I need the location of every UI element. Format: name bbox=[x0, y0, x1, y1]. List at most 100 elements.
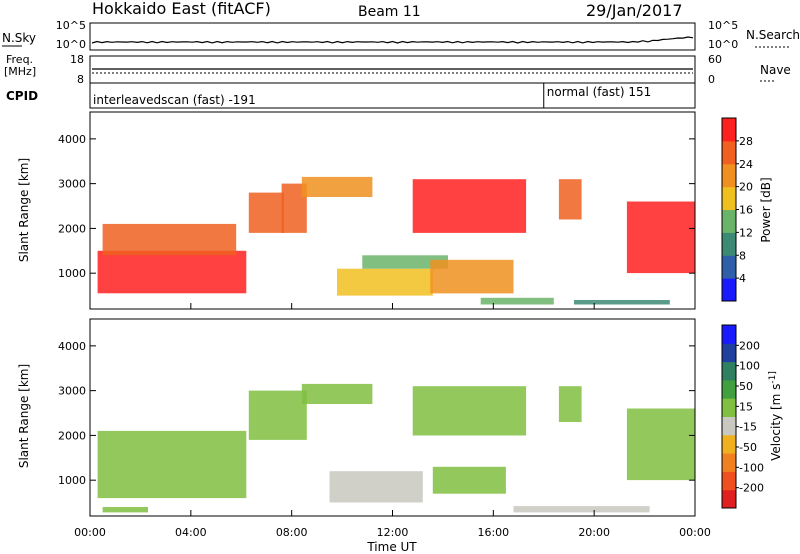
power-colorbar-segment bbox=[722, 209, 736, 233]
velocity-region-6 bbox=[432, 466, 506, 494]
noise-sky-label: N.Sky bbox=[2, 31, 36, 45]
noise-panel: N.Sky 10^5 10^0 10^5 10^0 N.Search bbox=[2, 19, 800, 51]
power-colorbar-tick: 24 bbox=[739, 158, 753, 171]
time-x-axis: 00:00 04:00 08:00 12:00 16:00 20:00 00:00 bbox=[74, 303, 711, 539]
power-ytick-label: 1000 bbox=[58, 267, 86, 280]
power-colorbar-segment bbox=[722, 118, 736, 142]
velocity-panel: 1000 2000 3000 4000 Slant Range [km] 200 100… bbox=[17, 303, 783, 554]
velocity-ytick-label: 3000 bbox=[58, 385, 86, 398]
velocity-ytick-label: 1000 bbox=[58, 474, 86, 487]
power-region-8 bbox=[412, 179, 527, 233]
power-colorbar-segment bbox=[722, 163, 736, 188]
power-region-1 bbox=[97, 250, 247, 294]
velocity-y-axis-label: Slant Range [km] bbox=[17, 364, 31, 468]
power-region-5 bbox=[301, 176, 373, 197]
plot-title: Hokkaido East (fitACF) bbox=[92, 0, 271, 18]
power-colorbar-segment bbox=[722, 255, 736, 279]
velocity-colorbar-tick: 50 bbox=[739, 380, 753, 393]
x-tick-label: 08:00 bbox=[276, 526, 308, 539]
power-colorbar-segment bbox=[722, 186, 736, 210]
velocity-colorbar-segment bbox=[722, 489, 736, 509]
velocity-colorbar-segment bbox=[722, 361, 736, 381]
power-region-9 bbox=[430, 259, 514, 294]
x-tick-label: 00:00 bbox=[74, 526, 106, 539]
velocity-ytick-label: 2000 bbox=[58, 429, 86, 442]
velocity-colorbar-title: Velocity [m s-1] bbox=[768, 371, 783, 461]
power-region-11 bbox=[558, 179, 582, 220]
velocity-colorbar-segment bbox=[722, 343, 736, 363]
power-colorbar-segment bbox=[722, 278, 736, 302]
power-y-axis: 1000 2000 3000 4000 bbox=[58, 133, 695, 280]
power-ytick-label: 4000 bbox=[58, 133, 86, 146]
noise-left-tick-high: 10^5 bbox=[56, 19, 86, 32]
noise-left-tick-low: 10^0 bbox=[56, 38, 86, 51]
power-region-6 bbox=[337, 268, 433, 296]
velocity-colorbar-tick: -15 bbox=[739, 421, 757, 434]
velocity-colorbar-tick: -200 bbox=[739, 482, 764, 495]
power-colorbar-title: Power [dB] bbox=[759, 177, 773, 242]
velocity-colorbar-segment bbox=[722, 471, 736, 491]
x-tick-label: 04:00 bbox=[175, 526, 207, 539]
power-colorbar-segment bbox=[722, 140, 736, 165]
power-colorbar-segment bbox=[722, 232, 736, 256]
power-ytick-label: 2000 bbox=[58, 222, 86, 235]
power-region-3 bbox=[248, 192, 285, 233]
power-panel: 1000 2000 3000 4000 Slant Range [km] 28 24 20… bbox=[17, 111, 773, 310]
freq-label: Freq. bbox=[6, 53, 33, 66]
x-tick-label: 20:00 bbox=[578, 526, 610, 539]
power-ytick-label: 3000 bbox=[58, 178, 86, 191]
velocity-y-axis: 1000 2000 3000 4000 bbox=[58, 340, 695, 487]
freq-unit-label: [MHz] bbox=[4, 65, 36, 78]
noise-right-tick-low: 10^0 bbox=[708, 38, 738, 51]
noise-sky-trace bbox=[91, 36, 694, 44]
velocity-region-5 bbox=[412, 386, 527, 436]
freq-right-tick-high: 60 bbox=[708, 53, 722, 66]
velocity-region-7 bbox=[102, 507, 148, 513]
velocity-colorbar-segment bbox=[722, 416, 736, 436]
power-region-12 bbox=[574, 300, 670, 305]
velocity-region-1 bbox=[97, 430, 247, 499]
power-colorbar-tick: 4 bbox=[739, 272, 746, 285]
power-region-13 bbox=[626, 201, 695, 274]
velocity-region-3 bbox=[301, 383, 373, 404]
velocity-ytick-label: 4000 bbox=[58, 340, 86, 353]
velocity-colorbar-segment bbox=[722, 453, 736, 472]
cpid-label: CPID bbox=[6, 89, 38, 103]
velocity-colorbar: 200 100 50 15 -15 -50 -100 -200 bbox=[721, 324, 764, 509]
beam-label: Beam 11 bbox=[358, 4, 421, 20]
power-heatmap bbox=[97, 176, 695, 305]
cpid-panel: CPID interleavedscan (fast) -191 normal … bbox=[6, 82, 696, 109]
power-y-axis-label: Slant Range [km] bbox=[17, 158, 31, 262]
power-colorbar-tick: 28 bbox=[739, 135, 753, 148]
power-colorbar-tick: 8 bbox=[739, 249, 746, 262]
x-axis-label: Time UT bbox=[366, 540, 417, 554]
velocity-colorbar-segment bbox=[722, 379, 736, 399]
freq-left-tick-low: 8 bbox=[77, 73, 84, 86]
freq-right-tick-low: 0 bbox=[708, 73, 715, 86]
velocity-region-9 bbox=[558, 386, 582, 422]
velocity-colorbar-segment bbox=[722, 398, 736, 417]
x-tick-label: 12:00 bbox=[377, 526, 409, 539]
freq-left-tick-high: 18 bbox=[70, 53, 84, 66]
velocity-colorbar-tick: -50 bbox=[739, 441, 757, 454]
power-region-2 bbox=[102, 223, 237, 256]
noise-search-label: N.Search bbox=[746, 28, 800, 42]
power-colorbar-tick: 20 bbox=[739, 181, 753, 194]
date-label: 29/Jan/2017 bbox=[586, 1, 683, 20]
power-colorbar-tick: 12 bbox=[739, 226, 753, 239]
velocity-region-10 bbox=[626, 408, 695, 481]
x-tick-label: 00:00 bbox=[679, 526, 711, 539]
velocity-region-8 bbox=[513, 506, 650, 513]
velocity-colorbar-segment bbox=[722, 434, 736, 454]
velocity-colorbar-tick: -100 bbox=[739, 461, 764, 474]
power-region-7 bbox=[362, 255, 448, 269]
velocity-colorbar-segment bbox=[722, 325, 736, 344]
velocity-colorbar-tick: 15 bbox=[739, 400, 753, 413]
velocity-region-4 bbox=[329, 471, 423, 503]
power-colorbar-tick: 16 bbox=[739, 204, 753, 217]
freq-panel: Freq. [MHz] 18 8 60 0 Nave bbox=[4, 53, 791, 86]
power-region-10 bbox=[480, 297, 554, 305]
velocity-heatmap bbox=[97, 383, 695, 513]
noise-right-tick-high: 10^5 bbox=[708, 19, 738, 32]
